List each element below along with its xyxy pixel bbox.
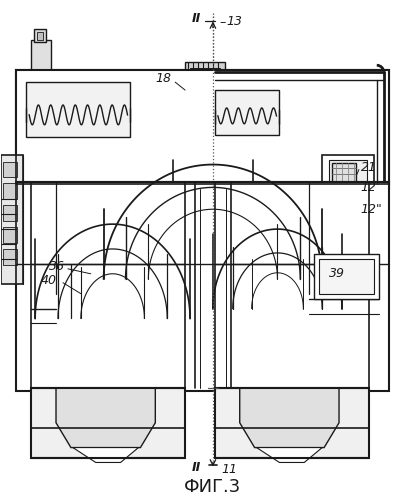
Bar	[16, 183, 389, 391]
Bar	[1, 155, 23, 284]
Bar	[23, 145, 58, 194]
Text: 36: 36	[49, 260, 65, 273]
Text: 13: 13	[227, 15, 243, 28]
Bar	[16, 70, 71, 264]
Bar	[26, 82, 130, 137]
Bar	[317, 257, 347, 271]
Bar	[3, 227, 17, 243]
Text: II: II	[191, 461, 200, 474]
Text: 12': 12'	[361, 181, 380, 194]
Bar	[322, 155, 374, 259]
Text: –: –	[220, 16, 226, 29]
Text: 39: 39	[329, 267, 345, 280]
Polygon shape	[73, 448, 138, 463]
Text: II: II	[191, 12, 200, 25]
Polygon shape	[257, 448, 322, 463]
Bar	[319, 259, 374, 293]
Bar	[3, 184, 17, 199]
Bar	[16, 70, 389, 190]
Bar	[329, 160, 367, 251]
Bar	[37, 32, 43, 40]
Bar	[322, 254, 377, 266]
Bar	[215, 388, 369, 458]
Polygon shape	[56, 388, 155, 448]
Text: 40: 40	[41, 274, 57, 287]
Bar	[215, 90, 279, 135]
Polygon shape	[240, 388, 339, 448]
Bar	[190, 68, 220, 76]
Bar	[332, 163, 356, 237]
Bar	[34, 28, 46, 42]
Text: 21: 21	[361, 161, 377, 174]
Text: 18: 18	[155, 72, 171, 85]
Bar	[3, 162, 17, 178]
Bar	[170, 72, 240, 97]
Text: ФИГ.3: ФИГ.3	[184, 479, 241, 497]
Bar	[314, 254, 379, 298]
Bar	[31, 388, 185, 458]
Bar	[3, 205, 17, 221]
Bar	[185, 62, 225, 74]
Bar	[317, 239, 379, 257]
Bar	[23, 80, 58, 140]
Text: 11: 11	[222, 463, 238, 476]
Bar	[3, 249, 17, 265]
Bar	[31, 40, 51, 70]
Text: 12": 12"	[361, 203, 383, 216]
Bar	[16, 70, 389, 185]
